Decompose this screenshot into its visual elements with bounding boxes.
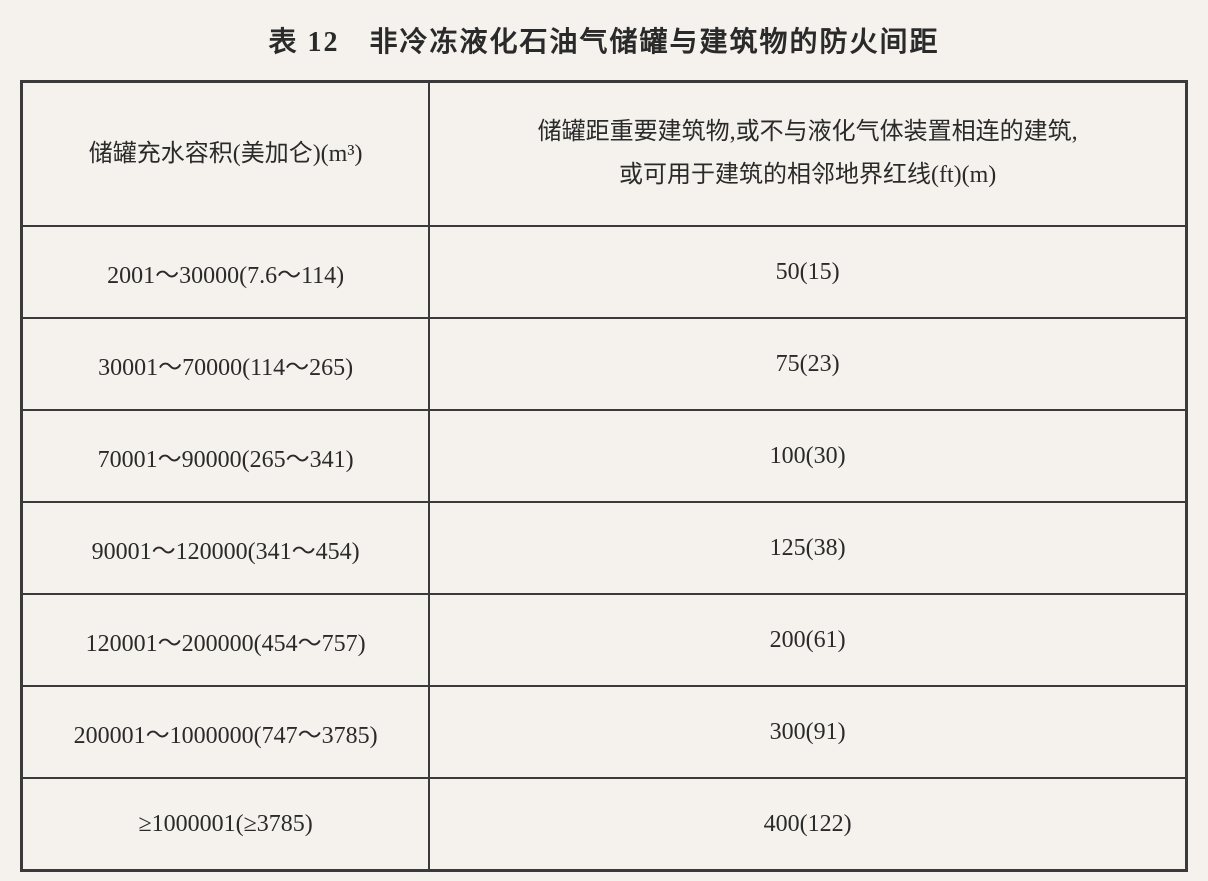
document-container: 表 12 非冷冻液化石油气储罐与建筑物的防火间距 储罐充水容积(美加仑)(m³)… (20, 20, 1188, 872)
cell-volume: ≥1000001(≥3785) (22, 778, 430, 870)
table-row: 120001～200000(454～757) 200(61) (22, 594, 1187, 686)
table-row: 70001～90000(265～341) 100(30) (22, 410, 1187, 502)
cell-distance: 100(30) (429, 410, 1186, 502)
cell-distance: 75(23) (429, 318, 1186, 410)
cell-volume: 70001～90000(265～341) (22, 410, 430, 502)
column-header-distance: 储罐距重要建筑物,或不与液化气体装置相连的建筑, 或可用于建筑的相邻地界红线(f… (429, 82, 1186, 227)
cell-distance: 400(122) (429, 778, 1186, 870)
table-row: 2001～30000(7.6～114) 50(15) (22, 226, 1187, 318)
column-header-volume: 储罐充水容积(美加仑)(m³) (22, 82, 430, 227)
fire-distance-table: 储罐充水容积(美加仑)(m³) 储罐距重要建筑物,或不与液化气体装置相连的建筑,… (20, 80, 1188, 872)
table-row: 90001～120000(341～454) 125(38) (22, 502, 1187, 594)
table-body: 2001～30000(7.6～114) 50(15) 30001～70000(1… (22, 226, 1187, 870)
cell-volume: 90001～120000(341～454) (22, 502, 430, 594)
table-row: 30001～70000(114～265) 75(23) (22, 318, 1187, 410)
cell-volume: 2001～30000(7.6～114) (22, 226, 430, 318)
cell-distance: 50(15) (429, 226, 1186, 318)
cell-distance: 200(61) (429, 594, 1186, 686)
cell-volume: 30001～70000(114～265) (22, 318, 430, 410)
column-header-distance-line2: 或可用于建筑的相邻地界红线(ft)(m) (619, 162, 996, 188)
table-header-row: 储罐充水容积(美加仑)(m³) 储罐距重要建筑物,或不与液化气体装置相连的建筑,… (22, 82, 1187, 227)
table-title: 表 12 非冷冻液化石油气储罐与建筑物的防火间距 (20, 20, 1188, 60)
cell-distance: 300(91) (429, 686, 1186, 778)
table-row: 200001～1000000(747～3785) 300(91) (22, 686, 1187, 778)
cell-distance: 125(38) (429, 502, 1186, 594)
cell-volume: 200001～1000000(747～3785) (22, 686, 430, 778)
column-header-distance-line1: 储罐距重要建筑物,或不与液化气体装置相连的建筑, (538, 119, 1078, 145)
table-row: ≥1000001(≥3785) 400(122) (22, 778, 1187, 870)
cell-volume: 120001～200000(454～757) (22, 594, 430, 686)
